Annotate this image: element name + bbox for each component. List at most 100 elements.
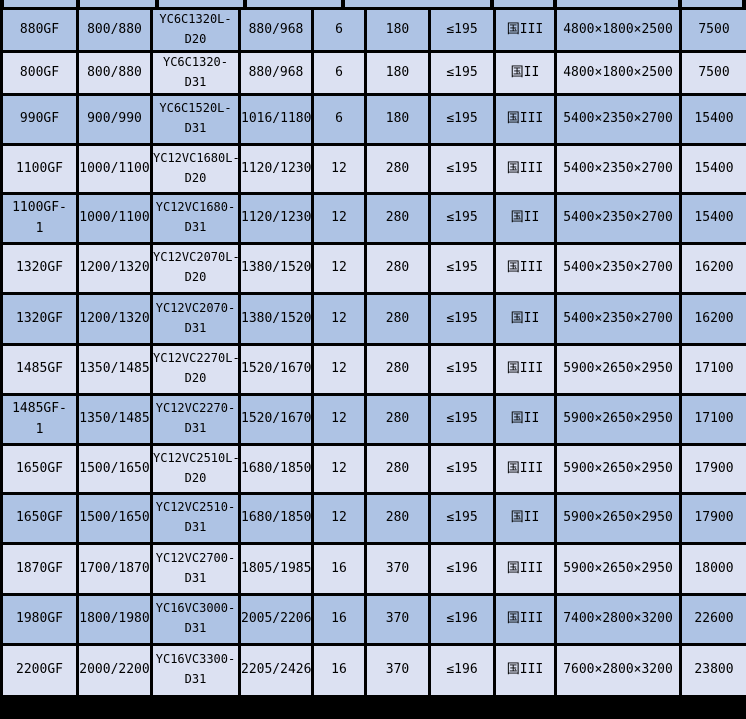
cell-dimensions: 5900×2650×2950	[554, 392, 682, 446]
table-row: 1980GF 1800/1980 YC16VC3000- D31 2005/2206 1…	[0, 592, 746, 646]
cell-engine-output: 1520/1670	[238, 392, 314, 446]
table-row: 990GF 900/990 YC6C1520L- D31 1016/1180 6 180 ≤…	[0, 92, 746, 146]
cell-emission-standard: 国II	[493, 291, 557, 346]
cell-cylinders: 6	[311, 7, 367, 53]
cell-model: 1485GF- 1	[0, 392, 79, 446]
cell-cylinders: 12	[311, 291, 367, 346]
cell-weight: 15400	[679, 92, 746, 146]
cell-emission-standard: 国III	[493, 92, 557, 146]
cell-weight: 22600	[679, 592, 746, 646]
cell-weight: 7500	[679, 50, 746, 96]
cell-dimensions: 5400×2350×2700	[554, 92, 682, 146]
cell-limit: ≤195	[428, 342, 496, 396]
cell-engine-model: YC16VC3300- D31	[150, 642, 241, 698]
cell-cylinders: 16	[311, 592, 367, 646]
cell-capacity: 370	[364, 592, 431, 646]
cell-engine-model: YC6C1320-D31	[150, 50, 241, 96]
cell-limit: ≤195	[428, 142, 496, 195]
cell-limit: ≤195	[428, 7, 496, 53]
cell-cylinders: 6	[311, 92, 367, 146]
cell-emission-standard: 国II	[493, 491, 557, 545]
cell-rated-power: 1200/1320	[76, 291, 153, 346]
cell-engine-output: 1016/1180	[238, 92, 314, 146]
table-row: 1485GF- 1 1350/1485 YC12VC2270- D31 1520/16…	[0, 392, 746, 446]
cell-emission-standard: 国III	[493, 592, 557, 646]
cell-dimensions: 7400×2800×3200	[554, 592, 682, 646]
cell-capacity: 280	[364, 342, 431, 396]
cell-engine-output: 1520/1670	[238, 342, 314, 396]
cell-cylinders: 6	[311, 50, 367, 96]
cell-limit: ≤195	[428, 241, 496, 295]
cell-rated-power: 1800/1980	[76, 592, 153, 646]
table-row: 1320GF 1200/1320 YC12VC2070L- D20 1380/1520…	[0, 241, 746, 295]
cell-capacity: 280	[364, 142, 431, 195]
cell-divider	[678, 0, 682, 7]
table-row: 880GF 800/880 YC6C1320L- D20 880/968 6 180 ≤19…	[0, 7, 746, 53]
cell-engine-output: 1120/1230	[238, 142, 314, 195]
cell-limit: ≤195	[428, 491, 496, 545]
cell-divider	[155, 0, 159, 7]
cell-dimensions: 5900×2650×2950	[554, 491, 682, 545]
cell-weight: 16200	[679, 291, 746, 346]
cell-rated-power: 1200/1320	[76, 241, 153, 295]
table-row: 1100GF 1000/1100 YC12VC1680L- D20 1120/1230…	[0, 142, 746, 195]
cell-model: 1485GF	[0, 342, 79, 396]
cell-emission-standard: 国III	[493, 241, 557, 295]
cell-rated-power: 1000/1100	[76, 142, 153, 195]
cell-emission-standard: 国II	[493, 392, 557, 446]
cell-cylinders: 12	[311, 392, 367, 446]
cell-model: 1980GF	[0, 592, 79, 646]
cell-limit: ≤195	[428, 392, 496, 446]
table-row: 1485GF 1350/1485 YC12VC2270L- D20 1520/1670…	[0, 342, 746, 396]
cell-divider	[490, 0, 494, 7]
cell-engine-model: YC12VC1680- D31	[150, 191, 241, 245]
table-row: 1650GF 1500/1650 YC12VC2510L- D20 1680/1850…	[0, 442, 746, 495]
cell-model: 2200GF	[0, 642, 79, 698]
cell-cylinders: 16	[311, 642, 367, 698]
cell-rated-power: 1500/1650	[76, 442, 153, 495]
cell-limit: ≤196	[428, 541, 496, 596]
table-row: 1650GF 1500/1650 YC12VC2510- D31 1680/1850 1…	[0, 491, 746, 545]
cell-dimensions: 4800×1800×2500	[554, 50, 682, 96]
cell-emission-standard: 国III	[493, 7, 557, 53]
cell-capacity: 370	[364, 642, 431, 698]
cell-model: 1320GF	[0, 241, 79, 295]
cell-engine-output: 1380/1520	[238, 241, 314, 295]
cell-divider	[553, 0, 557, 7]
cell-emission-standard: 国III	[493, 541, 557, 596]
cell-emission-standard: 国III	[493, 442, 557, 495]
table-row: 2200GF 2000/2200 YC16VC3300- D31 2205/2426 1…	[0, 642, 746, 698]
cell-rated-power: 2000/2200	[76, 642, 153, 698]
cell-engine-model: YC12VC1680L- D20	[150, 142, 241, 195]
cell-cylinders: 12	[311, 491, 367, 545]
cell-capacity: 280	[364, 392, 431, 446]
cell-divider	[243, 0, 247, 7]
table-row: 1320GF 1200/1320 YC12VC2070- D31 1380/1520 1…	[0, 291, 746, 346]
cell-cylinders: 12	[311, 342, 367, 396]
cell-cylinders: 12	[311, 191, 367, 245]
cell-engine-output: 2205/2426	[238, 642, 314, 698]
cell-model: 990GF	[0, 92, 79, 146]
cell-limit: ≤195	[428, 291, 496, 346]
cell-model: 1870GF	[0, 541, 79, 596]
cell-rated-power: 1500/1650	[76, 491, 153, 545]
cell-capacity: 280	[364, 291, 431, 346]
cell-weight: 17900	[679, 442, 746, 495]
cell-engine-output: 1680/1850	[238, 442, 314, 495]
cell-limit: ≤196	[428, 642, 496, 698]
cell-model: 880GF	[0, 7, 79, 53]
cell-dimensions: 5900×2650×2950	[554, 342, 682, 396]
cell-emission-standard: 国III	[493, 342, 557, 396]
cell-capacity: 280	[364, 191, 431, 245]
cell-dimensions: 4800×1800×2500	[554, 7, 682, 53]
cell-emission-standard: 国II	[493, 50, 557, 96]
cell-capacity: 180	[364, 7, 431, 53]
cell-rated-power: 800/880	[76, 7, 153, 53]
cell-weight: 15400	[679, 191, 746, 245]
cell-limit: ≤195	[428, 191, 496, 245]
cell-model: 1100GF	[0, 142, 79, 195]
cell-weight: 7500	[679, 7, 746, 53]
cell-rated-power: 1350/1485	[76, 342, 153, 396]
cell-weight: 17100	[679, 342, 746, 396]
